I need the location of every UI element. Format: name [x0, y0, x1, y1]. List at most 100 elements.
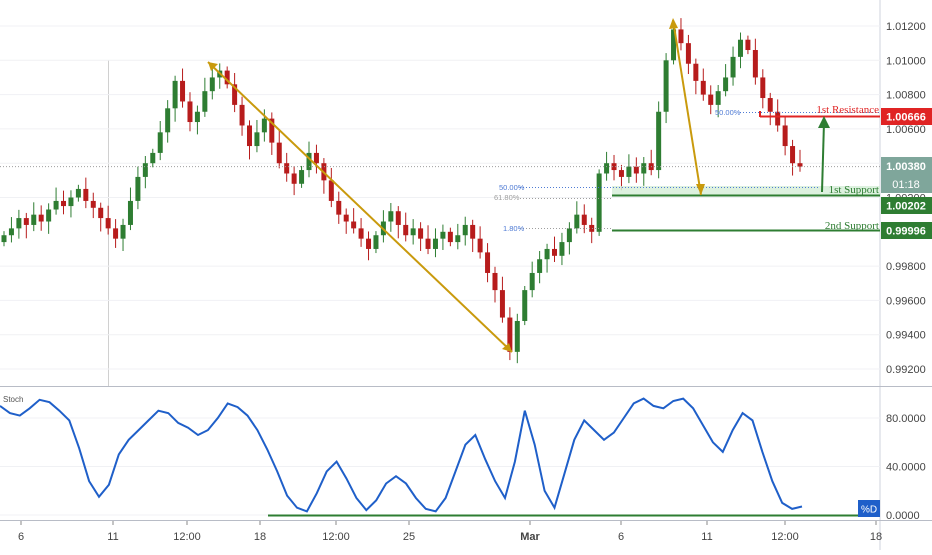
candle-body: [1, 235, 7, 243]
countdown-timer: 01:18: [892, 179, 920, 191]
candle-body: [752, 50, 758, 78]
time-tick-label: 11: [107, 531, 118, 543]
time-tick-label: 12:00: [322, 531, 350, 543]
candle-body: [232, 84, 238, 105]
candle-body: [313, 152, 319, 164]
candle-body: [641, 163, 647, 174]
candle-body: [663, 60, 669, 112]
support2-label: 2nd Support: [825, 220, 879, 232]
candle-body: [499, 290, 505, 318]
candle-body: [254, 132, 260, 147]
candle-body: [559, 242, 565, 256]
down-arrow-head-end: [502, 343, 512, 352]
candle-body: [98, 207, 104, 219]
candle-body: [566, 228, 572, 243]
candle-body: [53, 200, 59, 210]
candle-body: [135, 176, 141, 201]
candle-body: [194, 111, 200, 123]
candle-body: [291, 173, 297, 184]
candle-body: [410, 228, 416, 236]
support1-value: 1.00202: [886, 201, 926, 213]
candle-body: [507, 317, 513, 352]
candle-body: [693, 63, 699, 81]
candle-body: [678, 29, 684, 44]
candle-body: [529, 272, 535, 291]
candle-body: [246, 125, 252, 147]
candle-body: [395, 211, 401, 225]
stoch-grid: [0, 417, 880, 516]
candle-body: [492, 272, 498, 291]
candle-body: [715, 91, 721, 105]
time-axis[interactable]: 6 11 12:00 18 12:00 25 Mar 6 11 12:00 18: [18, 521, 882, 543]
trend-arrows: [207, 18, 830, 353]
fib-label-d: 1.80%: [503, 224, 525, 233]
support-zone: [612, 186, 880, 195]
time-tick-label: 6: [18, 531, 24, 543]
candle-body: [685, 43, 691, 64]
candle-body: [775, 111, 781, 126]
time-tick-label: 12:00: [173, 531, 201, 543]
drop-arrow-line: [672, 19, 702, 196]
candle-body: [180, 80, 186, 102]
stoch-axis[interactable]: 80.0000 40.0000 0.0000: [886, 413, 926, 522]
price-tick-label: 0.99400: [886, 330, 926, 342]
stoch-d-badge: %D: [858, 500, 880, 517]
candle-body: [276, 142, 282, 164]
candle-body: [730, 56, 736, 78]
candle-body: [31, 214, 37, 225]
candle-body: [187, 101, 193, 123]
candle-body: [425, 238, 431, 249]
candle-body: [611, 163, 617, 171]
candle-body: [485, 252, 491, 273]
candle-body: [797, 163, 803, 167]
candle-body: [537, 259, 543, 273]
candle-body: [574, 214, 580, 229]
down-arrow-line: [207, 61, 513, 353]
candle-body: [269, 118, 275, 143]
up-arrow-line: [821, 121, 825, 193]
resistance-label: 1st Resistance: [816, 104, 879, 116]
candle-body: [618, 170, 624, 177]
resistance-badge: 1.00666: [881, 108, 932, 125]
candle-body: [224, 70, 230, 85]
support2-value: 0.99996: [886, 226, 926, 238]
candle-body: [23, 218, 29, 225]
candle-body: [432, 238, 438, 249]
fib-label-b: 50.00%: [499, 183, 525, 192]
candle-body: [90, 200, 96, 208]
time-tick-label: 12:00: [771, 531, 799, 543]
candle-body: [366, 238, 372, 249]
time-tick-label: 11: [701, 531, 712, 543]
candle-body: [202, 91, 208, 112]
candle-body: [306, 152, 312, 171]
candle-body: [284, 163, 290, 174]
candle-body: [455, 235, 461, 243]
candle-body: [336, 200, 342, 215]
candle-body: [708, 94, 714, 105]
candle-body: [552, 248, 558, 256]
candle-body: [46, 209, 52, 222]
drop-arrow-head: [696, 184, 705, 195]
current-price-value: 1.00380: [886, 161, 926, 173]
support2-badge: 0.99996: [881, 222, 932, 239]
candle-body: [209, 77, 215, 92]
candle-body: [358, 228, 364, 239]
candle-body: [723, 77, 729, 92]
time-tick-label: 25: [403, 531, 415, 543]
candle-body: [373, 235, 379, 249]
down-arrow-head-start: [208, 62, 218, 71]
candle-body: [75, 188, 81, 198]
price-tick-label: 1.00600: [886, 124, 926, 136]
candle-body: [604, 163, 610, 174]
stoch-tick-label: 80.0000: [886, 413, 926, 425]
candle-body: [8, 228, 14, 236]
candle-body: [120, 224, 126, 239]
candle-body: [440, 231, 446, 239]
candle-body: [782, 125, 788, 147]
candle-body: [671, 29, 677, 61]
time-tick-label: Mar: [520, 531, 540, 543]
candle-body: [127, 200, 133, 225]
candle-body: [745, 39, 751, 51]
stoch-tick-label: 0.0000: [886, 510, 920, 522]
